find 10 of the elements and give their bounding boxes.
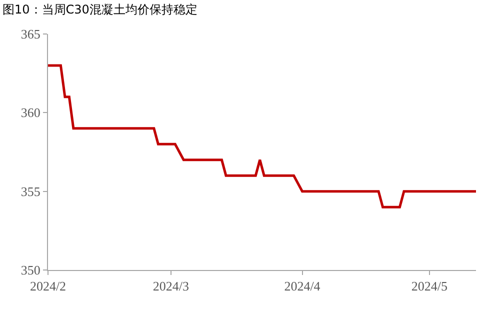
x-tick-label: 2024/3: [152, 278, 189, 294]
x-tick-label: 2024/4: [284, 278, 321, 294]
line-series: [48, 64, 476, 208]
x-tick-label: 2024/2: [30, 278, 66, 294]
y-tick-label: 360: [20, 105, 40, 120]
y-tick-label: 355: [20, 184, 40, 199]
chart-title: 图10：当周C30混凝土均价保持稳定: [2, 2, 198, 16]
y-tick-label: 365: [20, 26, 40, 42]
x-tick-label: 2024/5: [411, 278, 448, 294]
y-tick-label: 350: [20, 262, 40, 278]
